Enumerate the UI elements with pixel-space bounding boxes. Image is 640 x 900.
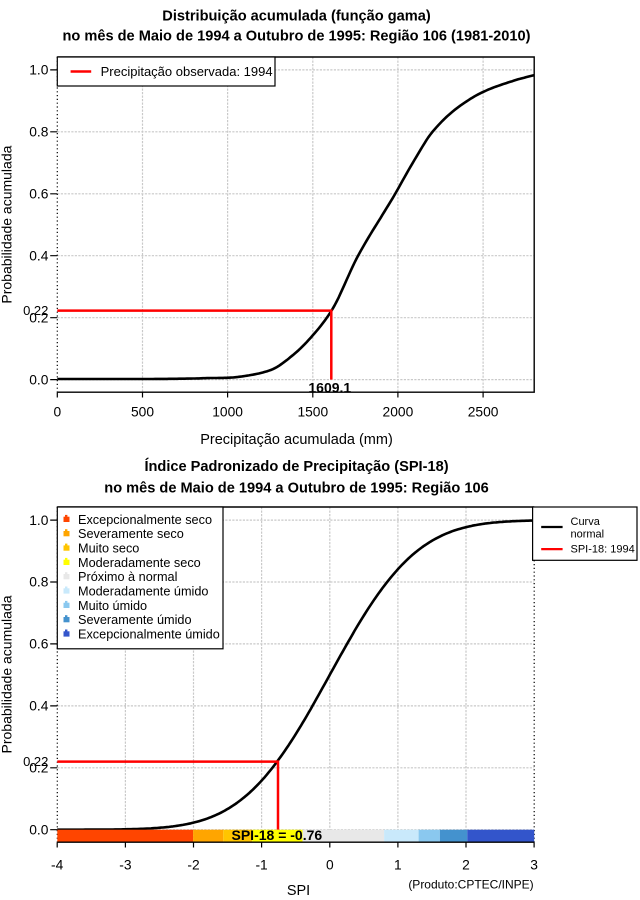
svg-text:Distribuição acumulada (função: Distribuição acumulada (função gama) [162, 9, 431, 25]
svg-text:1500: 1500 [297, 404, 328, 419]
svg-text:Severamente úmido: Severamente úmido [78, 613, 192, 627]
svg-text:0.6: 0.6 [29, 637, 49, 652]
svg-text:Probabilidade acumulada: Probabilidade acumulada [0, 595, 15, 753]
svg-text:Muito seco: Muito seco [78, 542, 139, 556]
svg-text:1609.1: 1609.1 [308, 379, 351, 395]
svg-text:500: 500 [131, 404, 154, 419]
svg-text:0.0: 0.0 [29, 372, 49, 387]
svg-text:Moderadamente úmido: Moderadamente úmido [78, 585, 208, 599]
svg-text:0.4: 0.4 [29, 248, 49, 263]
svg-text:Índice Padronizado de Precipit: Índice Padronizado de Precipitação (SPI-… [144, 458, 448, 475]
svg-text:3: 3 [530, 858, 538, 873]
svg-text:1.0: 1.0 [29, 63, 49, 78]
svg-text:no mês de Maio de 1994 a Outub: no mês de Maio de 1994 a Outubro de 1995… [104, 481, 488, 497]
svg-text:Curva: Curva [571, 516, 601, 528]
svg-text:0.8: 0.8 [29, 125, 49, 140]
svg-text:Excepcionalmente úmido: Excepcionalmente úmido [78, 628, 220, 642]
svg-text:SPI: SPI [287, 883, 310, 899]
svg-text:Muito úmido: Muito úmido [78, 599, 147, 613]
svg-text:SPI-18: 1994: SPI-18: 1994 [571, 543, 635, 555]
svg-text:0.0: 0.0 [29, 822, 49, 837]
svg-text:Precipitação acumulada (mm): Precipitação acumulada (mm) [200, 432, 393, 448]
svg-text:0.4: 0.4 [29, 699, 49, 714]
svg-text:0.6: 0.6 [29, 187, 49, 202]
svg-text:SPI-18 = -0.76: SPI-18 = -0.76 [232, 827, 323, 843]
svg-text:Excepcionalmente seco: Excepcionalmente seco [78, 513, 212, 527]
svg-text:-3: -3 [119, 858, 132, 873]
svg-text:Moderadamente seco: Moderadamente seco [78, 556, 201, 570]
svg-text:0.2: 0.2 [29, 310, 48, 325]
svg-text:0.22: 0.22 [23, 754, 48, 769]
svg-text:2: 2 [462, 858, 470, 873]
svg-text:-2: -2 [187, 858, 199, 873]
svg-text:Severamente seco: Severamente seco [78, 527, 184, 541]
svg-text:0: 0 [53, 404, 61, 419]
svg-text:normal: normal [571, 529, 605, 541]
svg-text:no mês de Maio de 1994 a Outub: no mês de Maio de 1994 a Outubro de 1995… [63, 29, 531, 45]
svg-text:2000: 2000 [383, 404, 414, 419]
svg-text:-4: -4 [51, 858, 64, 873]
svg-text:(Produto:CPTEC/INPE): (Produto:CPTEC/INPE) [408, 878, 533, 892]
svg-text:1: 1 [394, 858, 402, 873]
svg-text:0.2: 0.2 [29, 761, 48, 776]
svg-text:2500: 2500 [468, 404, 499, 419]
svg-text:-1: -1 [255, 858, 267, 873]
svg-text:0: 0 [326, 858, 334, 873]
svg-text:0.8: 0.8 [29, 575, 49, 590]
svg-text:Precipitação observada: 1994: Precipitação observada: 1994 [101, 64, 273, 79]
svg-text:1000: 1000 [212, 404, 243, 419]
svg-text:Probabilidade acumulada: Probabilidade acumulada [0, 145, 15, 303]
svg-text:Próximo à normal: Próximo à normal [78, 570, 177, 584]
svg-text:1.0: 1.0 [29, 513, 49, 528]
svg-text:0.22: 0.22 [23, 303, 48, 318]
